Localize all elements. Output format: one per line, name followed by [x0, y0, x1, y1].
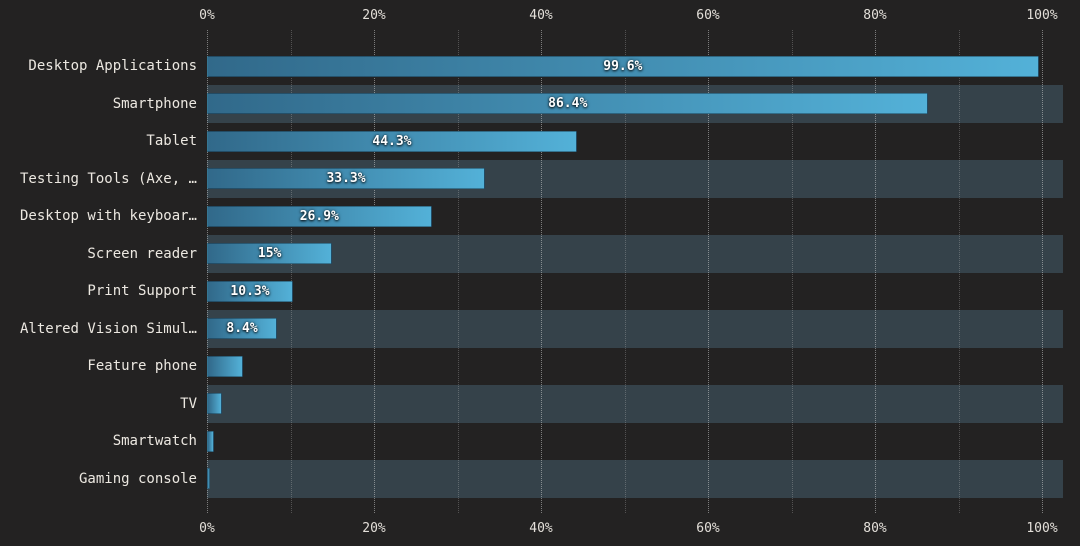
- bar-value-label: 8.4%: [226, 321, 258, 336]
- row-stripe: [207, 460, 1063, 498]
- bar-tablet: 44.3%: [207, 130, 577, 152]
- category-label: Gaming console: [78, 470, 197, 487]
- category-label: Print Support: [87, 283, 197, 300]
- chart-row: Tablet 44.3%: [0, 123, 1080, 161]
- category-label: Feature phone: [87, 358, 197, 375]
- category-label: Smartwatch: [112, 433, 197, 450]
- axis-tick-label-bottom: 0%: [199, 521, 215, 536]
- axis-tick-label-bottom: 40%: [529, 521, 553, 536]
- bar-value-label: 86.4%: [548, 96, 588, 111]
- bar-desktop-applications: 99.6%: [207, 55, 1039, 77]
- chart-row: Gaming console: [0, 460, 1080, 498]
- category-label: Tablet: [146, 133, 197, 150]
- chart-row: Print Support 10.3%: [0, 273, 1080, 311]
- bar-desktop-with-keyboar: 26.9%: [207, 205, 432, 227]
- gridline-80: [875, 30, 876, 513]
- bar-gaming-console: [207, 468, 211, 489]
- category-label: TV: [180, 395, 197, 412]
- bar-value-label: 15%: [257, 246, 282, 261]
- axis-tick-label-top: 60%: [696, 8, 720, 23]
- axis-tick-label-bottom: 80%: [863, 521, 887, 536]
- axis-tick-label-top: 80%: [863, 8, 887, 23]
- category-label: Smartphone: [112, 95, 197, 112]
- bar-testing-tools-axe: 33.3%: [207, 168, 486, 189]
- bar-tv: [207, 393, 223, 414]
- gridline-30: [457, 30, 459, 513]
- row-stripe: [207, 310, 1063, 348]
- chart-row: Screen reader 15%: [0, 235, 1080, 273]
- row-stripe: [207, 235, 1063, 273]
- chart-row: Desktop with keyboar… 26.9%: [0, 198, 1080, 236]
- axis-tick-label-top: 0%: [199, 8, 215, 23]
- bar-value-label: 26.9%: [299, 208, 339, 224]
- gridline-10: [290, 30, 292, 513]
- chart-row: Smartwatch: [0, 423, 1080, 461]
- category-label: Altered Vision Simul…: [19, 320, 197, 337]
- axis-tick-label-bottom: 20%: [362, 521, 386, 536]
- gridline-60: [708, 30, 709, 513]
- axis-tick-label-bottom: 100%: [1026, 521, 1058, 536]
- chart-row: Feature phone: [0, 348, 1080, 386]
- gridline-100: [1042, 30, 1043, 513]
- axis-tick-label-top: 40%: [529, 8, 553, 23]
- bar-value-label: 99.6%: [603, 58, 643, 74]
- category-label: Screen reader: [87, 245, 197, 262]
- bar-smartphone: 86.4%: [207, 93, 929, 114]
- category-label: Testing Tools (Axe, …: [19, 170, 197, 187]
- bar-screen-reader: 15%: [207, 243, 333, 264]
- chart-row: Smartphone 86.4%: [0, 85, 1080, 123]
- category-label: Desktop with keyboar…: [19, 208, 197, 225]
- chart-row: Desktop Applications 99.6%: [0, 48, 1080, 86]
- row-stripe: [207, 385, 1063, 423]
- bar-value-label: 33.3%: [326, 171, 366, 186]
- axis-tick-label-top: 100%: [1026, 8, 1058, 23]
- bar-smartwatch: [207, 430, 214, 452]
- gridline-0: [207, 30, 208, 513]
- bar-feature-phone: [207, 355, 243, 377]
- bar-value-label: 44.3%: [372, 133, 412, 149]
- gridline-70: [791, 30, 793, 513]
- bar-altered-vision-simul: 8.4%: [207, 318, 278, 339]
- chart-row: Altered Vision Simul… 8.4%: [0, 310, 1080, 348]
- chart-row: Testing Tools (Axe, … 33.3%: [0, 160, 1080, 198]
- axis-tick-label-top: 20%: [362, 8, 386, 23]
- gridline-50: [624, 30, 626, 513]
- gridline-20: [374, 30, 375, 513]
- category-label: Desktop Applications: [28, 58, 197, 75]
- chart-row: TV: [0, 385, 1080, 423]
- bar-value-label: 10.3%: [230, 283, 270, 299]
- axis-tick-label-bottom: 60%: [696, 521, 720, 536]
- bar-print-support: 10.3%: [207, 280, 293, 302]
- gridline-40: [541, 30, 542, 513]
- gridline-90: [958, 30, 960, 513]
